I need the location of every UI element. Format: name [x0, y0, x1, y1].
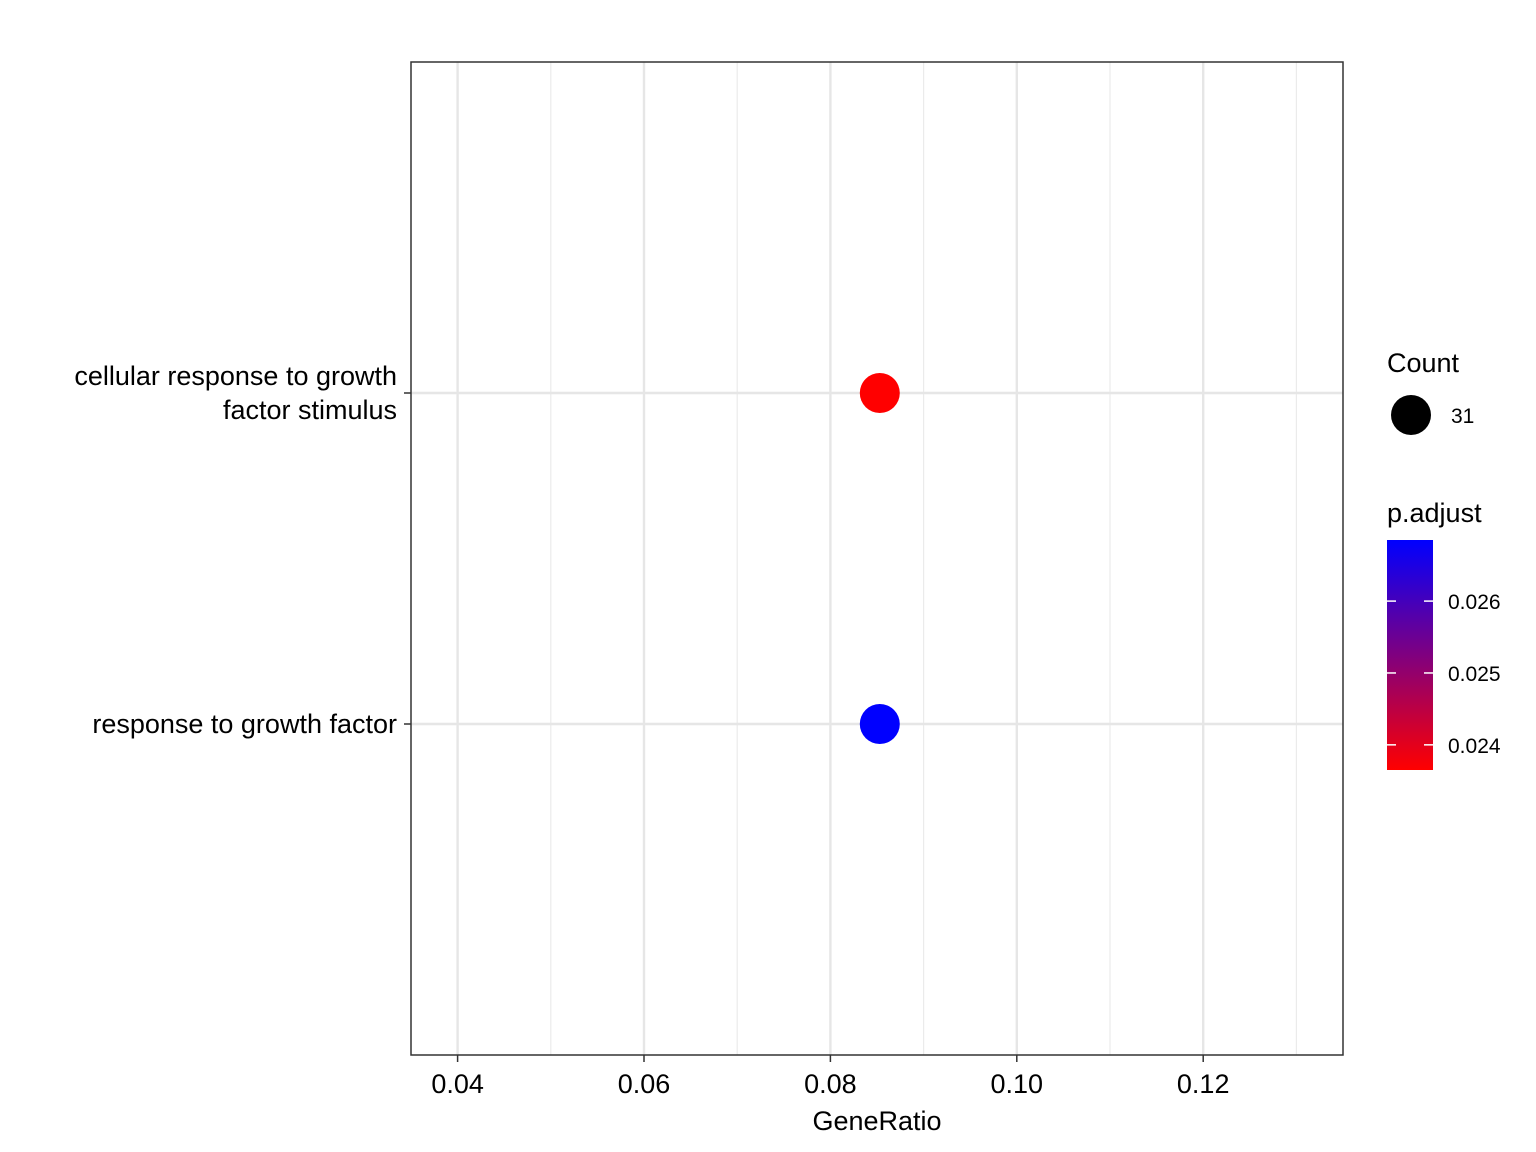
- data-points: [859, 373, 900, 744]
- y-tick-label: factor stimulus: [223, 395, 397, 425]
- x-tick-label: 0.08: [804, 1069, 857, 1099]
- legend-padjust-title: p.adjust: [1387, 498, 1482, 528]
- y-tick-label: response to growth factor: [92, 709, 397, 739]
- x-tick-label: 0.12: [1177, 1069, 1230, 1099]
- legend: Count 31 p.adjust 0.024 0.025 0.026: [1387, 348, 1501, 770]
- legend-count-key: [1391, 395, 1431, 435]
- colorbar-tick-label: 0.024: [1448, 735, 1501, 758]
- legend-count-title: Count: [1387, 348, 1460, 378]
- colorbar-tick-label: 0.025: [1448, 663, 1501, 686]
- legend-colorbar: [1387, 540, 1433, 770]
- x-axis-ticks: 0.04 0.06 0.08 0.10 0.12: [431, 1055, 1229, 1099]
- plot-background: [411, 62, 1343, 1055]
- colorbar-tick-label: 0.026: [1448, 591, 1501, 614]
- data-point: [859, 373, 900, 413]
- data-point: [859, 704, 900, 744]
- y-tick-label: cellular response to growth: [74, 361, 397, 391]
- legend-colorbar-ticks: 0.024 0.025 0.026: [1387, 591, 1501, 758]
- x-axis-title: GeneRatio: [812, 1106, 941, 1136]
- y-axis-ticks: cellular response to growth factor stimul…: [74, 361, 411, 739]
- plot-panel-border: [410, 61, 1344, 1056]
- x-tick-label: 0.06: [618, 1069, 671, 1099]
- x-tick-label: 0.10: [991, 1069, 1044, 1099]
- legend-count-label: 31: [1451, 405, 1474, 428]
- minor-gridlines: [550, 62, 1298, 1055]
- x-tick-label: 0.04: [431, 1069, 484, 1099]
